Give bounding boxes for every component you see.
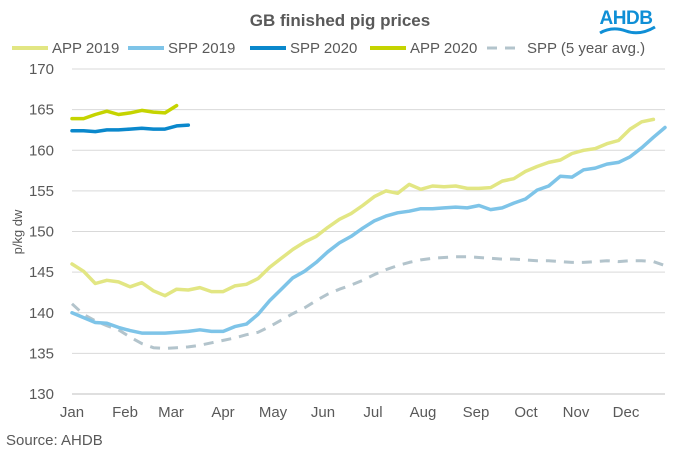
gridlines — [72, 68, 665, 395]
x-tick-label: Apr — [211, 404, 234, 421]
y-tick-label: 160 — [29, 142, 54, 159]
legend-label: SPP (5 year avg.) — [527, 40, 645, 57]
legend-label: SPP 2020 — [290, 40, 357, 57]
legend-item: SPP (5 year avg.) — [487, 40, 645, 57]
y-tick-label: 130 — [29, 386, 54, 403]
y-tick-label: 135 — [29, 345, 54, 362]
y-tick-label: 150 — [29, 224, 54, 241]
x-tick-label: Oct — [514, 404, 538, 421]
legend-item: SPP 2020 — [250, 40, 357, 57]
x-tick-label: May — [259, 404, 288, 421]
x-tick-label: Jul — [363, 404, 382, 421]
series-line-app-2020 — [70, 103, 179, 121]
source-note: Source: AHDB — [6, 432, 103, 449]
x-tick-label: Feb — [112, 404, 138, 421]
legend-label: APP 2019 — [52, 40, 119, 57]
y-tick-labels: 130 135 140 145 150 155 160 165 170 — [29, 61, 54, 403]
legend-item: SPP 2019 — [128, 40, 235, 57]
x-tick-label: Nov — [563, 404, 590, 421]
x-tick-label: Jan — [60, 404, 84, 421]
y-tick-label: 140 — [29, 305, 54, 322]
y-tick-label: 145 — [29, 264, 54, 281]
series-line-spp-2019 — [70, 125, 667, 335]
series-line-spp-2020 — [70, 123, 191, 134]
x-tick-label: Mar — [158, 404, 184, 421]
y-axis-label: p/kg dw — [10, 209, 25, 254]
x-tick-label: Sep — [463, 404, 490, 421]
legend-label: SPP 2019 — [168, 40, 235, 57]
chart-title: GB finished pig prices — [250, 11, 430, 30]
y-tick-label: 165 — [29, 102, 54, 119]
logo-wave-icon — [599, 25, 656, 35]
y-tick-label: 170 — [29, 61, 54, 78]
series-line-app-2019 — [70, 117, 656, 298]
x-tick-labels: Jan Feb Mar Apr May Jun Jul Aug Sep Oct Nov Dec — [60, 404, 640, 421]
series-lines — [70, 103, 667, 350]
y-tick-label: 155 — [29, 183, 54, 200]
legend: APP 2019 SPP 2019 SPP 2020 APP 2020 SPP (5 y… — [12, 40, 645, 57]
legend-item: APP 2019 — [12, 40, 119, 57]
x-tick-label: Aug — [410, 404, 437, 421]
x-tick-label: Dec — [613, 404, 640, 421]
legend-item: APP 2020 — [370, 40, 477, 57]
legend-label: APP 2020 — [410, 40, 477, 57]
series-line-spp-5-year-avg — [70, 255, 666, 350]
logo-text: AHDB — [600, 8, 653, 29]
x-tick-label: Jun — [311, 404, 335, 421]
ahdb-logo: AHDB — [599, 8, 656, 35]
